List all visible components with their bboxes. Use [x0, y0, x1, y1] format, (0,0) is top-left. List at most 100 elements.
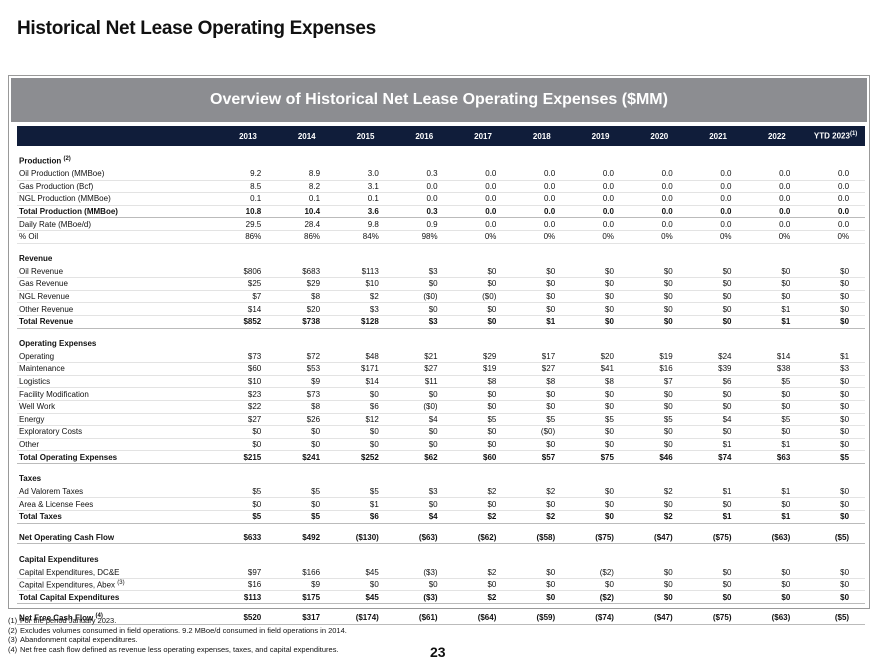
row-label: Exploratory Costs	[17, 427, 218, 436]
footnote-marker: (3)	[8, 635, 18, 644]
cell: 0.0	[779, 194, 791, 204]
column-header: 2020	[630, 132, 689, 141]
cell: 0.0	[661, 181, 673, 191]
cell: $9	[311, 377, 321, 387]
cell: $0	[781, 567, 791, 577]
cell: $241	[302, 452, 321, 462]
cell: 0.0	[544, 207, 556, 217]
table-row: Capital Expenditures, DC&E $97 $166 $45 ($3)…	[17, 566, 865, 579]
row-label: Net Operating Cash Flow	[17, 533, 218, 542]
cell: $806	[243, 266, 262, 276]
footnote-marker: (4)	[8, 644, 18, 654]
cell: $0	[487, 402, 497, 412]
cell: $683	[302, 266, 321, 276]
cell: ($3)	[423, 567, 438, 577]
cell: $0	[840, 304, 850, 314]
cell: $5	[252, 512, 262, 522]
cell: $0	[487, 389, 497, 399]
footnote-marker: (1)	[8, 616, 18, 625]
column-year: 2017	[474, 131, 492, 141]
cell: 0%	[837, 232, 850, 242]
row-label: Oil Revenue	[17, 267, 218, 276]
column-header: 2013	[219, 132, 278, 141]
cell: $45	[365, 567, 379, 577]
row-label: Total Production (MMBoe)	[17, 207, 218, 216]
cell: ($63)	[771, 532, 791, 542]
cell: ($62)	[477, 532, 497, 542]
cell: 86%	[245, 232, 262, 242]
cell: ($59)	[536, 613, 556, 623]
cell: $0	[840, 292, 850, 302]
footnote-text: Abandonment capital expenditures.	[20, 635, 138, 644]
cell: 8.2	[308, 181, 321, 191]
cell: 8.9	[308, 169, 321, 179]
column-header: 2014	[277, 132, 336, 141]
cell: $0	[546, 592, 556, 602]
cell: 28.4	[304, 219, 321, 229]
section-title-row: Revenue	[17, 252, 865, 266]
row-label-text: Total Capital Expenditures	[19, 592, 120, 602]
cell: $12	[365, 414, 379, 424]
cell: 29.5	[245, 219, 262, 229]
cell: $0	[781, 402, 791, 412]
table-row: Energy $27 $26 $12 $4 $5 $5 $5 $5 $4 $5 $0	[17, 414, 865, 427]
cell: $5	[252, 487, 262, 497]
row-label: % Oil	[17, 232, 218, 241]
cell: $0	[487, 317, 497, 327]
footnote-text: Excludes volumes consumed in field opera…	[20, 625, 347, 635]
cell: $0	[781, 389, 791, 399]
cell: 0.0	[485, 219, 497, 229]
cell: $0	[781, 292, 791, 302]
cell: $0	[663, 592, 673, 602]
cell: $0	[722, 499, 732, 509]
cell: ($61)	[418, 613, 438, 623]
cell: 0.0	[602, 194, 614, 204]
section-title: Capital Expenditures	[17, 555, 219, 564]
panel: Overview of Historical Net Lease Operati…	[8, 75, 870, 609]
cell: $3	[840, 364, 850, 374]
cell: $128	[361, 317, 379, 327]
row-label-text: Facility Modification	[19, 389, 89, 399]
cell: ($74)	[595, 613, 614, 623]
table-row: Net Operating Cash Flow $633 $492 ($130) ($6…	[17, 532, 865, 545]
cell: $3	[428, 317, 438, 327]
cell: 0.1	[250, 194, 262, 204]
cell: 0%	[719, 232, 732, 242]
cell: $0	[428, 499, 438, 509]
cell: $29	[483, 351, 497, 361]
cell: $0	[605, 487, 614, 497]
cell: $2	[663, 512, 673, 522]
cell: $0	[605, 402, 614, 412]
cell: $0	[487, 439, 497, 449]
cell: $10	[365, 279, 379, 289]
cell: $39	[718, 364, 732, 374]
cell: $0	[663, 317, 673, 327]
cell: $852	[243, 317, 262, 327]
cell: $0	[369, 389, 379, 399]
cell: 0.0	[485, 169, 497, 179]
footnote-text: Net free cash flow defined as revenue le…	[20, 644, 339, 654]
table-row: Other $0 $0 $0 $0 $0 $0 $0 $0 $1 $1 $0	[17, 439, 865, 452]
cell: 0.0	[426, 181, 438, 191]
cell: $0	[663, 402, 673, 412]
cell: $0	[605, 580, 614, 590]
cell: 0%	[778, 232, 791, 242]
cell: $0	[487, 499, 497, 509]
cell: $2	[369, 292, 379, 302]
cell: $0	[605, 292, 614, 302]
column-header: 2021	[689, 132, 748, 141]
cell: $2	[487, 487, 497, 497]
cell: ($5)	[834, 532, 850, 542]
table-row: Well Work $22 $8 $6 ($0) $0 $0 $0 $0 $0 $0 $0	[17, 401, 865, 414]
table-row: Gas Production (Bcf) 8.5 8.2 3.1 0.0 0.0 0.0 0.…	[17, 181, 865, 194]
cell: $0	[663, 567, 673, 577]
cell: 0.1	[308, 194, 321, 204]
cell: ($0)	[423, 402, 438, 412]
cell: $4	[428, 414, 438, 424]
cell: $0	[722, 427, 732, 437]
cell: 0.0	[661, 207, 673, 217]
cell: $0	[840, 317, 850, 327]
cell: $0	[487, 279, 497, 289]
column-year: 2020	[650, 131, 669, 141]
